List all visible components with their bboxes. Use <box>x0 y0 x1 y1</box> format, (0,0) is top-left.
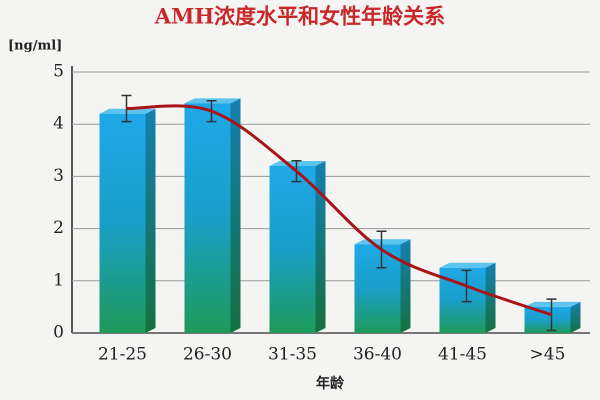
bar-side <box>230 98 241 333</box>
y-tick-label: 0 <box>53 323 64 343</box>
y-tick-label: 5 <box>53 62 64 82</box>
bar-side <box>570 301 581 333</box>
y-tick-label: 1 <box>53 270 64 290</box>
bar <box>184 103 231 333</box>
bar-side <box>315 160 326 333</box>
x-axis-label: 年龄 <box>316 375 345 392</box>
bar-top <box>99 108 156 114</box>
y-tick-label: 4 <box>53 114 64 134</box>
bar-side <box>400 239 411 333</box>
x-tick-label: 41-45 <box>438 345 487 365</box>
bar-top <box>439 262 496 268</box>
bar-side <box>145 108 156 333</box>
bar-top <box>524 301 581 307</box>
y-axis-label: [ng/ml] <box>8 39 62 54</box>
x-tick-label: 31-35 <box>268 345 317 365</box>
chart-title: AMH浓度水平和女性年龄关系 <box>154 4 445 29</box>
x-tick-label: >45 <box>530 345 566 365</box>
bar-side <box>485 262 496 333</box>
x-tick-label: 26-30 <box>183 345 232 365</box>
x-tick-label: 36-40 <box>353 345 402 365</box>
bar <box>99 113 146 333</box>
bar <box>524 306 571 333</box>
x-tick-label: 21-25 <box>98 345 147 365</box>
trend-line <box>126 104 552 317</box>
bar <box>269 165 316 333</box>
y-tick-label: 3 <box>53 166 64 186</box>
bar <box>354 244 401 333</box>
y-tick-label: 2 <box>53 218 64 238</box>
